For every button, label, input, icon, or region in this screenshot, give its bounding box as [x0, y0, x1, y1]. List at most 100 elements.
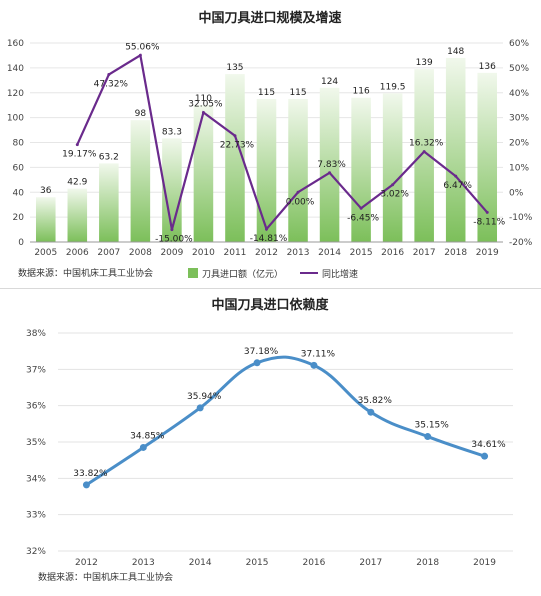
dependency-value-label: 35.82% — [358, 396, 393, 406]
dependency-point — [481, 452, 489, 460]
growth-point — [265, 227, 268, 231]
growth-point — [485, 210, 489, 214]
dependency-value-label: 37.11% — [301, 349, 336, 359]
x-axis-tick-label: 2013 — [287, 248, 310, 258]
x-axis-tick-label: 2010 — [192, 248, 215, 258]
y-axis-tick-label: 32% — [26, 547, 46, 557]
x-axis-tick-label: 2008 — [129, 248, 152, 258]
growth-line — [76, 53, 489, 232]
growth-value-label: 6.47% — [443, 181, 472, 191]
x-axis-tick-label: 2013 — [132, 558, 155, 568]
bar — [382, 93, 403, 242]
growth-value-label: 55.06% — [125, 42, 160, 52]
left-axis-tick-label: 80 — [13, 139, 25, 149]
bar — [193, 105, 214, 242]
import-scale-chart: 中国刀具进口规模及增速 0 20 40 60 80 100 120 140 160 -20% -10… — [7, 10, 533, 280]
growth-value-label: 47.32% — [94, 80, 129, 90]
x-axis-tick-label: 2005 — [34, 248, 57, 258]
dependency-point — [367, 408, 375, 416]
growth-point — [359, 206, 363, 210]
bar — [319, 87, 340, 243]
growth-value-label: 3.02% — [380, 190, 409, 200]
growth-point — [233, 134, 237, 138]
chart1-source: 数据来源：中国机床工具工业协会 — [18, 267, 153, 279]
x-axis-tick-label: 2019 — [476, 248, 499, 258]
growth-point — [328, 171, 332, 175]
x-axis-tick-label: 2011 — [224, 248, 247, 258]
bar-value-label: 83.3 — [162, 127, 182, 137]
dependency-point — [82, 481, 90, 489]
x-axis-tick-label: 2012 — [255, 248, 278, 258]
right-axis-tick-label: 40% — [509, 89, 529, 99]
growth-value-label: 19.17% — [62, 150, 97, 160]
growth-value-label: -14.81% — [250, 234, 288, 244]
dependency-point — [196, 404, 204, 412]
legend-line-label: 同比增速 — [322, 268, 358, 280]
growth-point — [296, 190, 300, 194]
chart1-title: 中国刀具进口规模及增速 — [198, 10, 341, 26]
growth-value-label: 22.73% — [220, 141, 255, 151]
x-axis-tick-label: 2015 — [246, 558, 269, 568]
bar — [162, 138, 182, 242]
growth-value-label: -6.45% — [347, 213, 379, 223]
growth-value-label: 16.32% — [409, 139, 444, 149]
x-axis-tick-label: 2006 — [66, 248, 89, 258]
bar — [67, 188, 88, 242]
bar-value-label: 110 — [195, 94, 212, 104]
left-axis-tick-label: 120 — [7, 89, 24, 99]
left-axis-tick-label: 60 — [13, 163, 25, 173]
right-axis-tick-label: 0% — [509, 188, 524, 198]
growth-point — [138, 53, 142, 57]
growth-point — [107, 73, 111, 77]
bar — [445, 57, 466, 242]
import-scale-chart-panel: 中国刀具进口规模及增速 0 20 40 60 80 100 120 140 160 -20% -10… — [0, 0, 541, 289]
growth-point — [201, 111, 205, 115]
bar — [99, 163, 119, 242]
import-dependency-chart-panel: 中国刀具进口依赖度 32% 33% 34% 35% 36% 37% 38% 2012 2013 2… — [0, 289, 541, 592]
growth-value-label: -15.00% — [155, 235, 193, 245]
dependency-point — [310, 361, 318, 369]
right-axis-tick-label: -20% — [509, 238, 533, 248]
bar — [130, 120, 151, 242]
left-axis-tick-label: 40 — [13, 188, 25, 198]
dependency-value-label: 35.94% — [187, 392, 222, 402]
left-axis-tick-label: 20 — [13, 213, 25, 223]
growth-point — [170, 228, 174, 232]
x-axis-tick-label: 2007 — [97, 248, 120, 258]
bar-value-label: 116 — [353, 87, 370, 97]
bar-value-label: 115 — [258, 88, 275, 98]
x-axis-tick-label: 2018 — [444, 248, 467, 258]
y-axis-tick-label: 33% — [26, 511, 46, 521]
x-axis-tick-label: 2017 — [413, 248, 436, 258]
bar-value-label: 98 — [135, 109, 147, 119]
right-axis-tick-label: 20% — [509, 139, 529, 149]
y-axis-tick-label: 35% — [26, 438, 46, 448]
dependency-value-label: 33.82% — [73, 469, 108, 479]
legend-bar-label: 刀具进口额（亿元） — [202, 268, 283, 280]
growth-point — [75, 143, 79, 147]
right-axis-tick-label: 60% — [509, 39, 529, 49]
y-axis-tick-label: 34% — [26, 474, 46, 484]
x-axis-tick-label: 2018 — [416, 558, 439, 568]
x-axis-tick-label: 2015 — [350, 248, 373, 258]
bar-value-label: 124 — [321, 77, 338, 87]
x-axis-tick-label: 2014 — [318, 248, 341, 258]
x-axis-tick-label: 2014 — [189, 558, 212, 568]
dependency-point — [253, 359, 261, 367]
right-axis-tick-label: -10% — [509, 213, 533, 223]
right-axis-tick-label: 10% — [509, 163, 529, 173]
right-axis-tick-label: 50% — [509, 64, 529, 74]
chart2-title: 中国刀具进口依赖度 — [211, 297, 329, 313]
bar-value-label: 135 — [226, 63, 243, 73]
dependency-value-label: 34.85% — [130, 431, 165, 441]
chart2-source: 数据来源：中国机床工具工业协会 — [38, 571, 173, 583]
x-axis-tick-label: 2012 — [75, 558, 98, 568]
bar — [477, 72, 498, 242]
y-axis-tick-label: 37% — [26, 365, 46, 375]
chart1-legend: 刀具进口额（亿元） 同比增速 — [188, 268, 358, 280]
growth-value-label: 32.05% — [188, 100, 223, 110]
dependency-value-label: 35.15% — [415, 421, 450, 431]
bar-value-label: 115 — [289, 88, 306, 98]
bar-value-label: 63.2 — [99, 152, 119, 162]
dependency-value-label: 37.18% — [244, 347, 279, 357]
